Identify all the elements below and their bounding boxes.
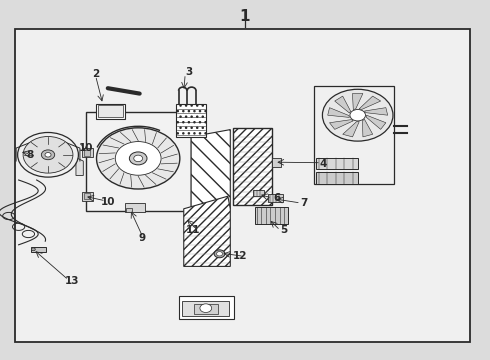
Bar [253,190,264,196]
Text: 5: 5 [281,225,288,235]
Text: 6: 6 [273,193,280,203]
Circle shape [31,248,35,251]
Bar [82,148,93,157]
Polygon shape [365,108,388,115]
Circle shape [97,128,180,189]
Bar [84,150,90,156]
Circle shape [41,150,55,160]
Polygon shape [184,196,230,266]
Bar [316,158,358,169]
Text: 12: 12 [233,251,247,261]
Bar [255,207,288,224]
Polygon shape [335,96,351,113]
Bar [272,158,281,166]
Text: 4: 4 [319,159,327,169]
Bar [31,247,46,252]
Bar [176,104,206,137]
Bar [316,172,358,184]
Text: 8: 8 [27,150,34,160]
Bar [82,192,93,201]
Bar [182,301,229,316]
Polygon shape [191,130,230,209]
Circle shape [134,155,143,162]
Bar [98,105,122,117]
Polygon shape [352,94,363,109]
Circle shape [115,141,161,175]
Bar [126,208,132,212]
Polygon shape [363,120,373,137]
Circle shape [217,252,222,256]
Polygon shape [329,120,353,129]
Text: 11: 11 [186,225,201,235]
Text: 10: 10 [100,197,115,207]
Text: 10: 10 [78,143,93,153]
Circle shape [350,109,366,121]
Bar [86,112,191,211]
Polygon shape [328,108,349,117]
Circle shape [200,304,212,312]
Bar [125,203,145,212]
Text: 1: 1 [240,9,250,24]
Text: 9: 9 [139,233,146,243]
Circle shape [45,153,51,157]
Circle shape [23,136,73,173]
Polygon shape [76,158,83,176]
Polygon shape [359,96,381,109]
Polygon shape [366,115,386,129]
Text: 13: 13 [65,276,80,286]
Bar [84,193,90,199]
Bar [268,194,283,202]
Bar [15,29,470,342]
Text: 2: 2 [92,69,99,79]
Text: 7: 7 [300,198,308,208]
Bar [233,128,272,205]
Text: 3: 3 [185,67,192,77]
Bar [96,104,125,119]
Circle shape [322,89,393,141]
Bar [314,86,394,184]
Bar [179,296,234,319]
Circle shape [18,132,78,177]
Circle shape [214,250,225,258]
Bar [194,304,218,314]
Circle shape [129,152,147,165]
Polygon shape [343,122,359,137]
